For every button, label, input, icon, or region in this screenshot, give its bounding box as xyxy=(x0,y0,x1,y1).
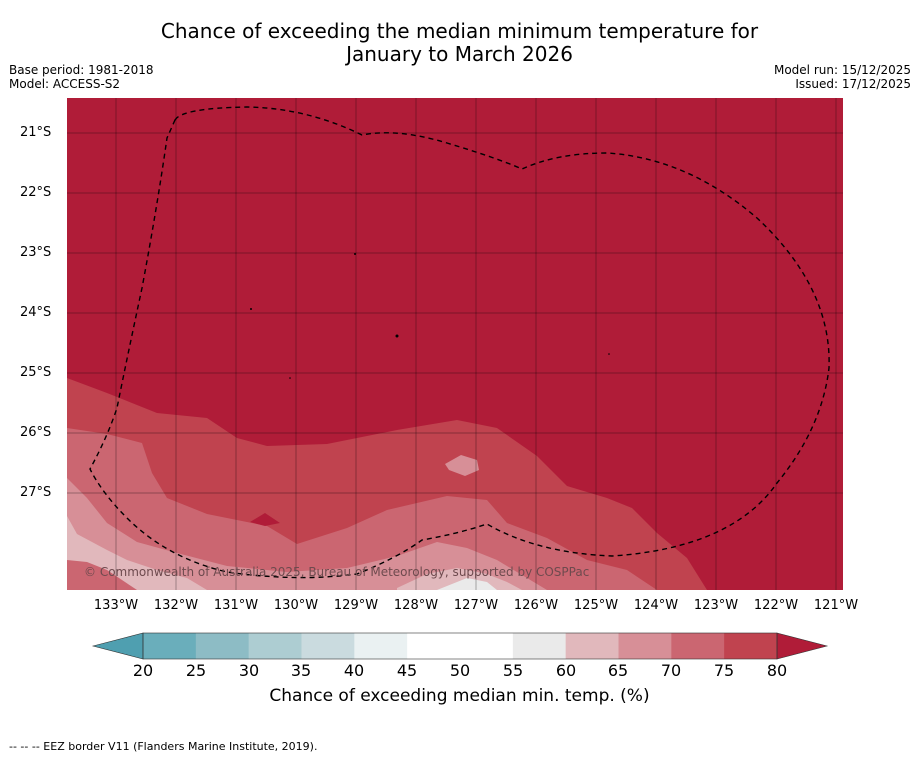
grid-lines xyxy=(67,98,843,590)
colorbar-segment xyxy=(724,633,778,659)
lon-label: 123°W xyxy=(693,598,739,613)
colorbar-tick: 60 xyxy=(555,661,577,680)
colorbar-label: Chance of exceeding median min. temp. (%… xyxy=(269,686,650,706)
chart-title-line2: January to March 2026 xyxy=(346,42,573,66)
colorbar-tick: 30 xyxy=(238,661,260,680)
colorbar-segment xyxy=(512,633,567,659)
base-period: Base period: 1981-2018 xyxy=(9,63,154,77)
lon-label: 129°W xyxy=(333,598,379,613)
island-marker xyxy=(289,377,291,379)
eez-border xyxy=(89,106,830,579)
colorbar-frame xyxy=(142,632,778,660)
lon-label: 122°W xyxy=(753,598,799,613)
band-70-75 xyxy=(67,428,657,590)
lat-label: 27°S xyxy=(20,485,52,500)
lon-label: 124°W xyxy=(633,598,679,613)
island-marker xyxy=(608,353,610,355)
colorbar-segments xyxy=(143,633,778,659)
colorbar-segment xyxy=(301,633,355,659)
colorbar-segment xyxy=(618,633,672,659)
colorbar-segment xyxy=(565,633,619,659)
lat-label: 23°S xyxy=(20,245,52,260)
lon-label: 130°W xyxy=(273,598,319,613)
issued-date: Issued: 17/12/2025 xyxy=(795,77,911,91)
model-name: Model: ACCESS-S2 xyxy=(9,77,121,91)
lat-label: 22°S xyxy=(20,185,52,200)
colorbar-segment xyxy=(407,633,461,659)
colorbar-above-arrow xyxy=(776,632,829,660)
lon-label: 121°W xyxy=(813,598,859,613)
colorbar-tick: 65 xyxy=(607,661,629,680)
colorbar-tick: 40 xyxy=(343,661,365,680)
colorbar-tick: 70 xyxy=(660,661,682,680)
probability-map xyxy=(67,98,843,590)
lon-label: 131°W xyxy=(213,598,259,613)
copyright-notice: © Commonwealth of Australia 2025, Bureau… xyxy=(84,565,590,579)
colorbar-tick: 25 xyxy=(185,661,207,680)
lon-label: 126°W xyxy=(513,598,559,613)
colorbar xyxy=(91,632,829,660)
band-60-65-south xyxy=(397,568,522,590)
patch-65-70 xyxy=(445,455,479,476)
colorbar-tick: 75 xyxy=(713,661,735,680)
island-marker xyxy=(354,253,356,255)
patch-above-80 xyxy=(250,513,280,526)
band-70-75-corner xyxy=(67,560,137,590)
lat-label: 26°S xyxy=(20,425,52,440)
island-marker xyxy=(395,334,399,338)
model-run: Model run: 15/12/2025 xyxy=(773,63,911,77)
colorbar-tick: 50 xyxy=(449,661,471,680)
colorbar-tick: 45 xyxy=(396,661,418,680)
lon-label: 125°W xyxy=(573,598,619,613)
colorbar-segment xyxy=(248,633,302,659)
lat-label: 24°S xyxy=(20,305,52,320)
band-55-60-south xyxy=(437,578,497,590)
eez-footnote: -- -- -- EEZ border V11 (Flanders Marine… xyxy=(9,740,318,753)
colorbar-segment xyxy=(460,633,514,659)
lon-label: 133°W xyxy=(93,598,139,613)
meta-right: Model run: 15/12/2025 Issued: 17/12/2025 xyxy=(774,63,911,91)
colorbar-segment xyxy=(143,633,197,659)
colorbar-tick: 80 xyxy=(766,661,788,680)
lon-label: 132°W xyxy=(153,598,199,613)
lon-label: 128°W xyxy=(393,598,439,613)
meta-left: Base period: 1981-2018 Model: ACCESS-S2 xyxy=(9,63,154,91)
chart-title-line1: Chance of exceeding the median minimum t… xyxy=(160,19,759,43)
lat-label: 21°S xyxy=(20,125,52,140)
colorbar-below-arrow xyxy=(91,632,144,660)
colorbar-tick: 55 xyxy=(502,661,524,680)
colorbar-segment xyxy=(671,633,725,659)
colorbar-segment xyxy=(354,633,408,659)
island-marker xyxy=(250,308,252,310)
lat-label: 25°S xyxy=(20,365,52,380)
lon-label: 127°W xyxy=(453,598,499,613)
colorbar-tick: 35 xyxy=(290,661,312,680)
islands xyxy=(250,253,610,379)
colorbar-segment xyxy=(195,633,250,659)
colorbar-tick: 20 xyxy=(132,661,154,680)
band-65-70 xyxy=(67,478,547,590)
